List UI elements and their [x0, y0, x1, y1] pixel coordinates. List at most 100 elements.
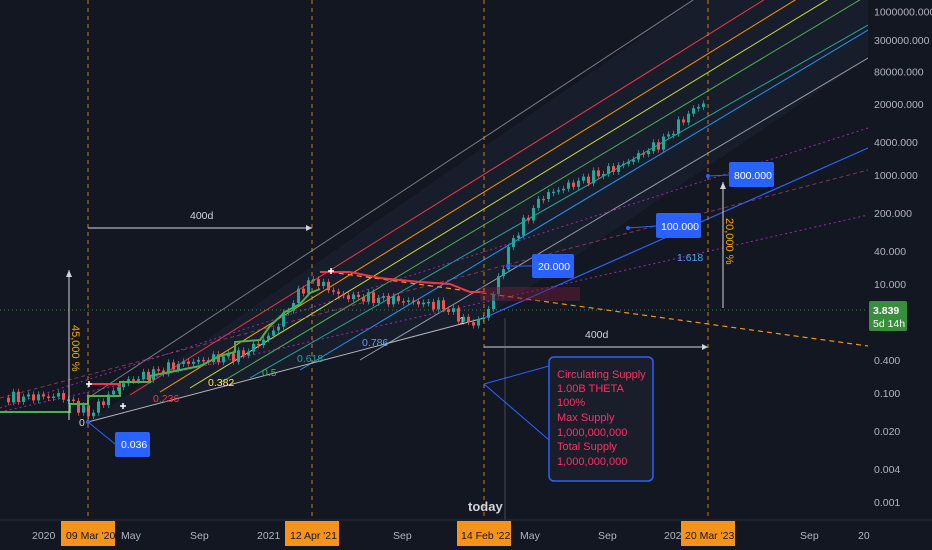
supply-info-box: Circulating Supply 1.00B THETA 100% Max … [548, 356, 654, 482]
fib-channel-line [219, 0, 861, 384]
candle-body [637, 153, 640, 160]
date-marker-4: 20 Mar '23 [681, 521, 735, 546]
candle-body [97, 401, 100, 413]
candle-body [647, 151, 650, 155]
fib-channel-line [249, 24, 868, 379]
candle-body [562, 188, 565, 191]
pct-arrow-head-2 [720, 182, 726, 189]
candle-body [297, 288, 300, 304]
candle-body [587, 176, 590, 184]
y-tick-label: 0.020 [874, 426, 900, 438]
candle-body [237, 350, 240, 362]
candle-body [492, 294, 495, 309]
candle-body [422, 302, 425, 305]
info-line: 1.00B THETA [557, 383, 625, 395]
candle-body [12, 391, 15, 403]
svg-text:14 Feb '22: 14 Feb '22 [461, 530, 510, 542]
fib-baseline [87, 317, 485, 423]
candle-body [632, 159, 635, 162]
candle-body [327, 281, 330, 291]
current-price-badge: 3.839 5d 14h [869, 301, 907, 331]
candle-body [352, 294, 355, 300]
candle-body [617, 165, 620, 172]
countdown: 5d 14h [873, 318, 905, 330]
candle-body [82, 405, 85, 413]
x-tick-label: 20 [858, 530, 870, 542]
candle-body [347, 295, 350, 300]
candle-body [507, 247, 510, 270]
candles [7, 100, 705, 420]
candle-body [597, 170, 600, 177]
y-tick-label: 40.000 [874, 246, 906, 258]
target-connector [627, 225, 657, 229]
candle-body [697, 107, 700, 109]
info-line: 100% [557, 397, 585, 409]
candle-body [472, 322, 475, 326]
candle-body [77, 400, 80, 413]
target-point [626, 226, 630, 230]
target-connector [707, 174, 730, 177]
fib-channel-line [299, 29, 868, 371]
y-tick-label: 0.001 [874, 497, 900, 509]
info-connector [483, 383, 550, 441]
candle-body [147, 371, 150, 380]
candle-body [372, 292, 375, 304]
svg-text:100.000: 100.000 [661, 221, 699, 233]
candle-body [117, 387, 120, 391]
candle-body [132, 379, 135, 381]
fib-channel-line [129, 0, 765, 396]
candle-body [187, 361, 190, 364]
candle-body [672, 133, 675, 136]
candle-body [22, 396, 25, 402]
candle-body [52, 396, 55, 399]
y-tick-label: 0.100 [874, 388, 900, 400]
candle-body [177, 363, 180, 370]
candle-body [7, 397, 10, 403]
candle-body [432, 301, 435, 310]
y-tick-label: 4000.000 [874, 137, 918, 149]
candle-body [677, 119, 680, 134]
fib-channel-line [87, 0, 695, 399]
fib-label-0: 0 [79, 417, 85, 429]
svg-text:09 Mar '20: 09 Mar '20 [66, 530, 115, 542]
x-tick-label: 2021 [257, 530, 281, 542]
candle-body [72, 399, 75, 402]
candle-body [307, 280, 310, 294]
candle-body [602, 173, 605, 177]
candle-body [547, 192, 550, 199]
candle-body [667, 134, 670, 137]
candle-body [542, 198, 545, 201]
target-box-800: 800.000 [729, 162, 774, 187]
candle-body [167, 362, 170, 374]
pct-arrow-head-1 [66, 270, 72, 277]
info-line: Max Supply [557, 412, 615, 424]
candle-body [687, 113, 690, 123]
candle-body [392, 296, 395, 305]
price-axis[interactable]: 1000000.000 300000.000 80000.000 20000.000 4… [868, 0, 932, 520]
candle-body [517, 235, 520, 239]
candle-body [567, 182, 570, 189]
candle-body [487, 308, 490, 318]
svg-text:20 Mar '23: 20 Mar '23 [685, 530, 734, 542]
candle-body [572, 182, 575, 187]
y-tick-label: 80000.000 [874, 66, 924, 78]
pct-measure-1: 45,000 % [69, 325, 81, 372]
date-marker-2: 12 Apr '21 [285, 521, 339, 546]
candle-body [277, 326, 280, 331]
x-tick-label: Sep [598, 530, 617, 542]
candle-body [357, 294, 360, 298]
candle-body [252, 343, 255, 352]
candle-body [222, 356, 225, 363]
days-arrow-head-2 [702, 344, 708, 350]
candle-body [417, 301, 420, 305]
candle-body [47, 396, 50, 398]
candle-body [217, 354, 220, 363]
candle-body [657, 142, 660, 150]
candle-body [702, 103, 705, 108]
candle-body [27, 394, 30, 397]
candle-body [37, 394, 40, 401]
days-measure-1: 400d [190, 210, 214, 222]
candle-body [262, 339, 265, 346]
downtrend-line [329, 271, 868, 347]
